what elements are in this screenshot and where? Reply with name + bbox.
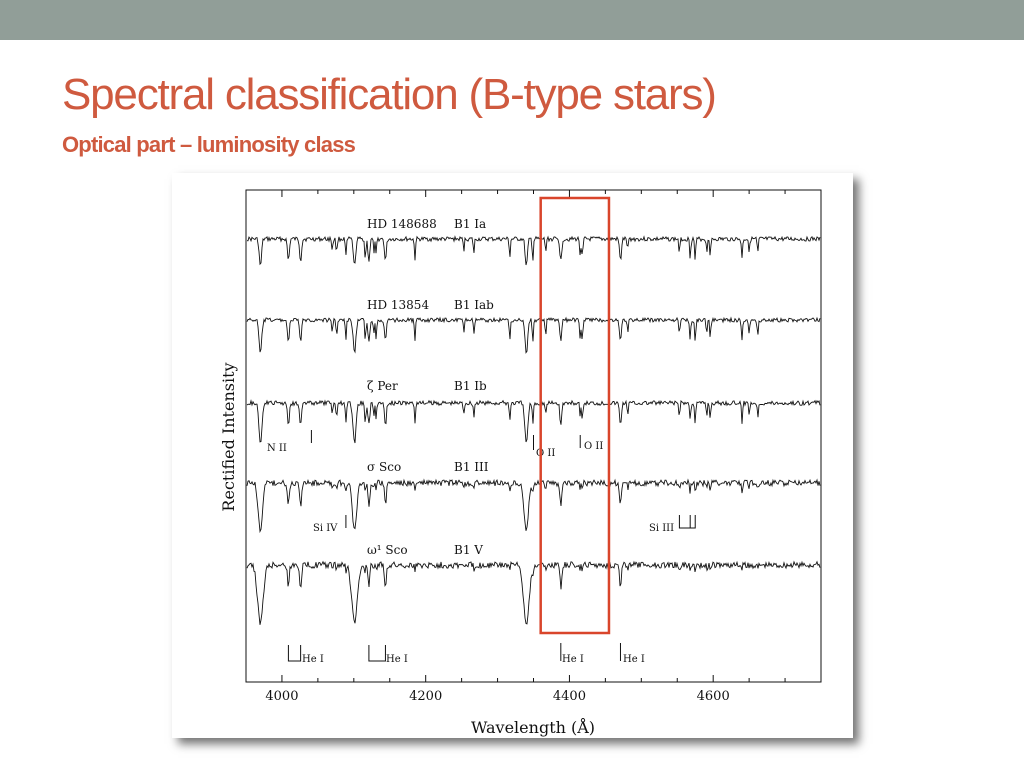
tick-label-4200: 4200: [409, 689, 442, 704]
label-si4: Si IV: [313, 523, 338, 534]
spectrum-figure: 4000 4200 4400 4600 Wavelength (Å) Recti…: [172, 173, 853, 738]
star-name-1: HD 13854: [367, 298, 429, 312]
tick-label-4400: 4400: [553, 689, 586, 704]
spectrum-line-3: [246, 478, 821, 534]
slide-subtitle: Optical part – luminosity class: [62, 132, 356, 157]
label-o2-a: O II: [536, 448, 555, 459]
spectral-type-2: B1 Ib: [454, 379, 487, 393]
spectral-type-4: B1 V: [454, 543, 483, 557]
marker-he1-b: [368, 645, 386, 662]
x-ticks: [281, 190, 786, 682]
tick-label-4000: 4000: [265, 689, 298, 704]
x-axis-label: Wavelength (Å): [471, 717, 595, 737]
slide-title: Spectral classification (B-type stars): [62, 70, 717, 119]
star-name-4: ω¹ Sco: [367, 543, 408, 557]
marker-si3: [678, 515, 696, 529]
line-id-labels: N II O II O II Si IV Si III He I He I He…: [267, 441, 674, 665]
spectral-type-3: B1 III: [454, 460, 489, 474]
highlight-region-box: [539, 196, 611, 635]
label-si3: Si III: [649, 523, 674, 534]
y-axis-label: Rectified Intensity: [219, 362, 238, 511]
spectrum-chart: 4000 4200 4400 4600 Wavelength (Å) Recti…: [219, 189, 822, 737]
spectrum-line-0: [246, 235, 821, 266]
spectrum-line-4: [246, 560, 821, 625]
spectral-type-0: B1 Ia: [454, 217, 486, 231]
line-id-markers: [287, 430, 696, 662]
top-accent-bar: [0, 0, 1024, 40]
tick-label-4600: 4600: [697, 689, 730, 704]
star-name-2: ζ Per: [367, 379, 398, 393]
label-n2: N II: [267, 443, 287, 454]
label-he1-c: He I: [562, 654, 584, 665]
star-name-0: HD 148688: [367, 217, 437, 231]
label-o2-b: O II: [584, 441, 603, 452]
spectrum-line-2: [246, 399, 821, 444]
spectrum-line-1: [246, 316, 821, 354]
label-he1-b: He I: [386, 654, 408, 665]
label-he1-a: He I: [302, 654, 324, 665]
label-he1-d: He I: [623, 654, 645, 665]
spectra-series: [246, 235, 821, 625]
star-labels: HD 148688 B1 Ia HD 13854 B1 Iab ζ Per B1…: [367, 217, 494, 557]
marker-he1-a: [287, 645, 302, 662]
star-name-3: σ Sco: [367, 460, 401, 474]
x-tick-labels: 4000 4200 4400 4600: [265, 689, 729, 704]
spectral-type-1: B1 Iab: [454, 298, 494, 312]
